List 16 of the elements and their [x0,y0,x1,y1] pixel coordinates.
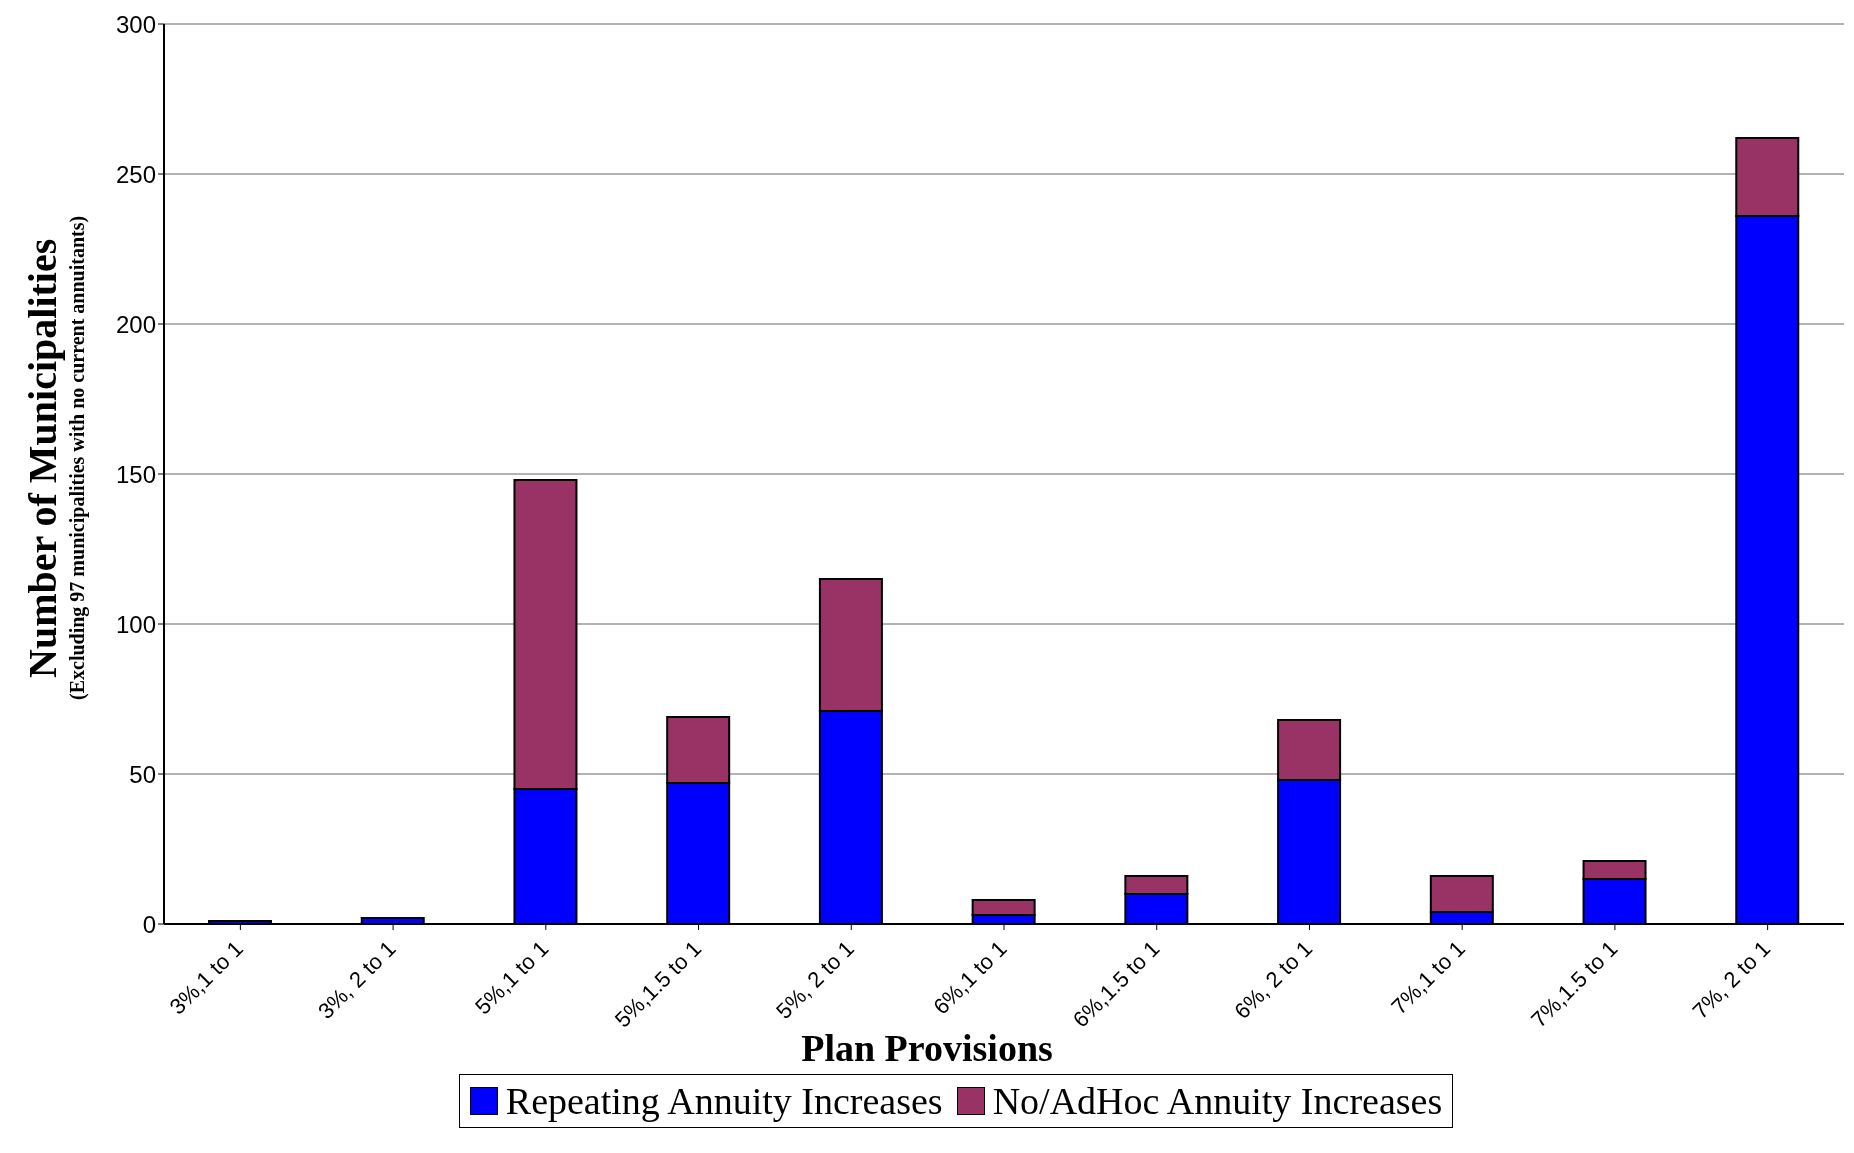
x-tick-label: 5%, 2 to 1 [771,935,859,1024]
x-tick-label: 6%, 2 to 1 [1229,935,1318,1024]
y-tick-label: 150 [115,460,156,488]
y-tick-label: 50 [129,760,156,788]
x-axis-title: Plan Provisions [801,1027,1053,1069]
text: (Excluding 97 municipalities with no current annuitants) [66,215,89,701]
y-tick-label: 250 [115,160,156,188]
legend-label: Repeating Annuity Increases [505,1079,943,1123]
y-tick-label: 300 [115,10,156,38]
y-tick-label: 100 [115,610,156,638]
y-axis-title: Number of Municipalities [19,238,66,678]
y-tick-label: 0 [142,910,156,938]
y-tick-label: 200 [115,310,156,338]
x-tick-label: 3%, 2 to 1 [313,935,401,1024]
legend-label: No/AdHoc Annuity Increases [992,1079,1443,1123]
x-tick-label: 7%, 2 to 1 [1687,935,1776,1024]
